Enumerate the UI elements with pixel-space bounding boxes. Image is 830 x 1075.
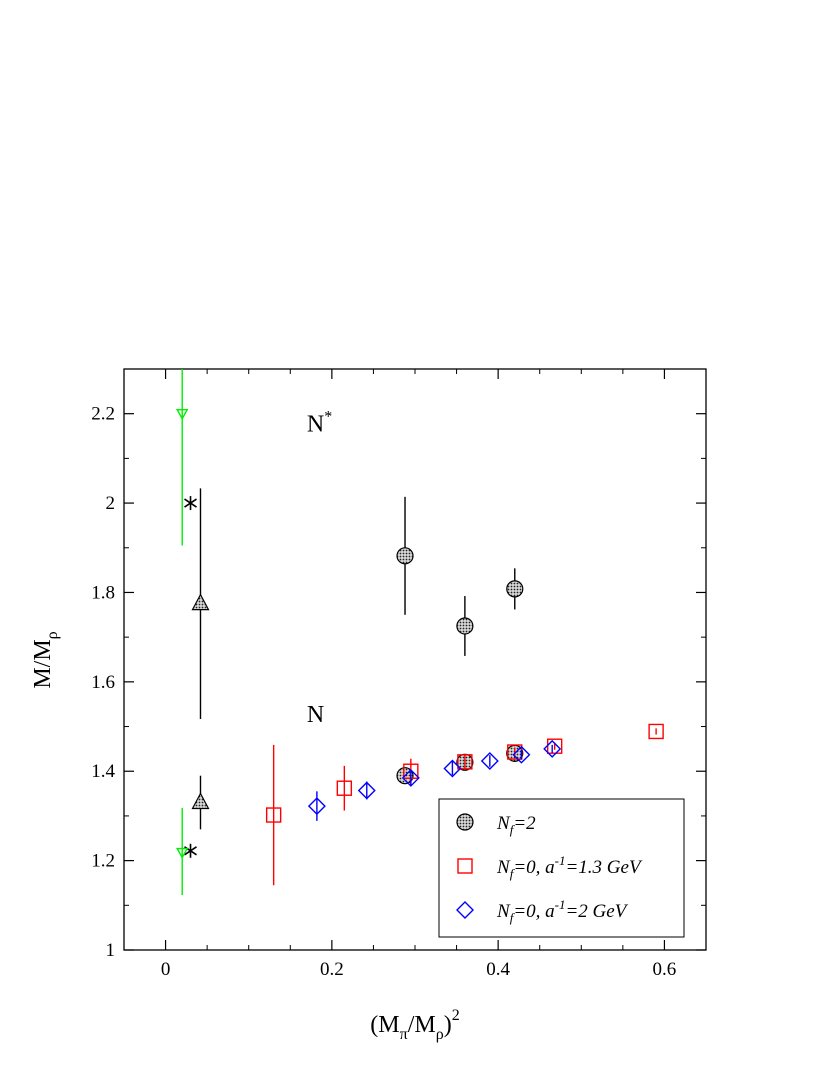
diamond-marker (357, 781, 376, 800)
y-tick-label: 1.2 (91, 851, 115, 872)
asterisk-stroke (184, 846, 197, 856)
data-point (401, 768, 420, 787)
annotation-label: N (307, 702, 324, 728)
data-point (191, 488, 210, 719)
circle-marker (506, 580, 524, 598)
data-point (184, 496, 197, 511)
legend-entry-nf2: Nf=2 (496, 813, 536, 837)
data-point (648, 723, 664, 740)
axis-ticks: 0 0.2 0.4 0.6 1 1.2 1.4 1.6 1.8 2 2.2 (91, 368, 707, 980)
data-point (443, 759, 462, 778)
data-point (191, 775, 210, 830)
annotations: N* N (307, 409, 332, 728)
data-point (512, 745, 531, 764)
x-axis-title: (Mπ/Mρ)2 (370, 1007, 459, 1043)
square-marker (457, 754, 473, 770)
x-tick-label: 0.4 (486, 959, 510, 980)
square-marker (265, 807, 282, 823)
legend-box (438, 798, 685, 938)
x-tick-label: 0.6 (653, 959, 677, 980)
y-tick-label: 1 (106, 940, 116, 961)
diamond-marker (443, 759, 462, 778)
circle-marker (456, 813, 474, 831)
x-tick-label: 0.2 (320, 959, 344, 980)
data-point (506, 568, 524, 610)
legend-entry-nf0-2: Nf=0, a-1=2 GeV (496, 897, 629, 925)
y-tick-label: 2.2 (91, 404, 115, 425)
y-tick-label: 1.6 (91, 672, 115, 693)
diamond-marker (512, 745, 531, 764)
data-point (543, 739, 562, 758)
y-tick-label: 2 (106, 493, 116, 514)
data-point (546, 738, 563, 754)
square-marker (648, 723, 664, 740)
data-point (456, 596, 474, 656)
diamond-marker (401, 768, 420, 787)
data-point (457, 754, 473, 770)
y-tick-label: 1.4 (91, 761, 115, 782)
data-point (480, 751, 499, 770)
diamond-marker (307, 797, 326, 816)
annotation-label: N* (307, 409, 332, 438)
diamond-marker (456, 901, 474, 919)
legend-markers (456, 813, 474, 919)
data-marks (176, 369, 664, 896)
circle-marker (456, 617, 474, 635)
y-tick-label: 1.8 (91, 582, 115, 603)
square-marker (336, 780, 353, 796)
legend-entry-nf0-1.3: Nf=0, a-1=1.3 GeV (496, 853, 643, 881)
square-marker (457, 858, 473, 874)
data-point (396, 496, 414, 615)
triangle-marker (191, 593, 210, 611)
data-point (336, 765, 353, 811)
circle-marker (396, 547, 414, 565)
legend: Nf=2 Nf=0, a-1=1.3 GeV Nf=0, a-1=2 GeV (438, 798, 685, 938)
data-point (357, 781, 376, 800)
triangle-marker (191, 792, 210, 810)
y-axis-title: M/Mρ (30, 631, 61, 688)
diamond-marker (480, 751, 499, 770)
data-point (265, 744, 282, 886)
triangle-down-marker (176, 408, 189, 421)
diamond-marker (543, 739, 562, 758)
data-point (176, 807, 189, 896)
asterisk-stroke (184, 498, 197, 508)
data-point (176, 369, 189, 546)
x-tick-label: 0 (161, 959, 171, 980)
triangle-down-marker (176, 847, 189, 860)
data-point (307, 791, 326, 821)
